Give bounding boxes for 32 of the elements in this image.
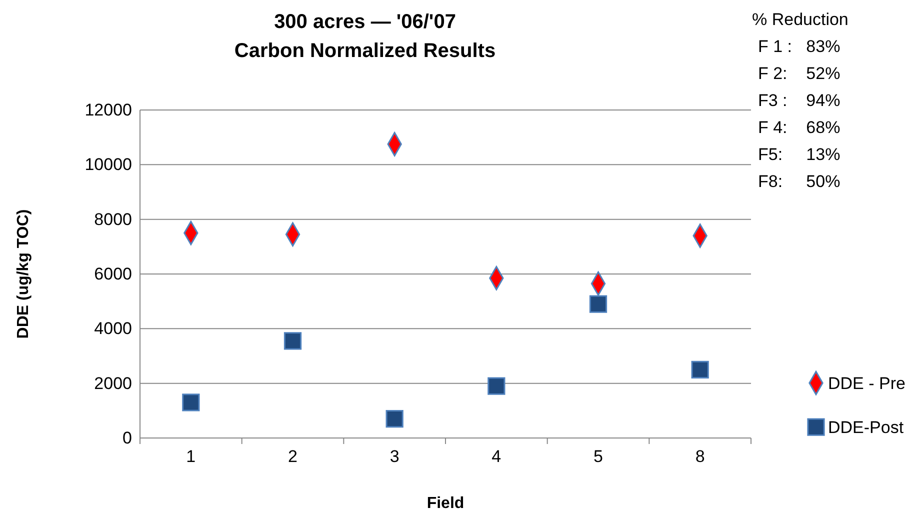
point bbox=[589, 295, 608, 313]
x-tick-label: 5 bbox=[594, 447, 603, 466]
y-tick-label: 8000 bbox=[94, 210, 132, 229]
point bbox=[691, 360, 709, 378]
x-axis-title: Field bbox=[426, 495, 464, 512]
y-tick-label: 12000 bbox=[84, 100, 132, 120]
x-tick-label: 2 bbox=[288, 447, 298, 466]
y-tick-label: 6000 bbox=[94, 264, 132, 284]
point bbox=[182, 394, 200, 412]
text: F8: 50% bbox=[758, 172, 840, 191]
legend-label: DDE-Post bbox=[828, 418, 904, 437]
y-tick-label: 0 bbox=[122, 428, 132, 448]
point bbox=[386, 410, 404, 428]
text: F 1 : 83% bbox=[758, 37, 840, 56]
chart-title: 300 acres — '06/'07 bbox=[274, 11, 456, 33]
y-tick-label: 2000 bbox=[94, 374, 132, 393]
x-tick-label: 4 bbox=[492, 447, 502, 466]
y-tick-label: 4000 bbox=[94, 319, 132, 338]
y-tick-label: 10000 bbox=[84, 155, 132, 174]
text: F5: 13% bbox=[758, 145, 840, 164]
chart-subtitle: Carbon Normalized Results bbox=[234, 40, 496, 62]
point bbox=[488, 377, 506, 395]
text: F3 : 94% bbox=[758, 91, 840, 110]
text: F 2: 52% bbox=[758, 64, 840, 83]
x-tick-label: 8 bbox=[695, 447, 705, 466]
text: F 4: 68% bbox=[758, 118, 840, 137]
legend-label: DDE - Pre bbox=[828, 374, 906, 393]
point bbox=[284, 332, 302, 350]
y-axis-title: DDE (ug/kg TOC) bbox=[15, 209, 32, 339]
x-tick-label: 3 bbox=[390, 447, 400, 466]
text: % Reduction bbox=[752, 10, 848, 29]
x-tick-label: 1 bbox=[186, 447, 196, 466]
